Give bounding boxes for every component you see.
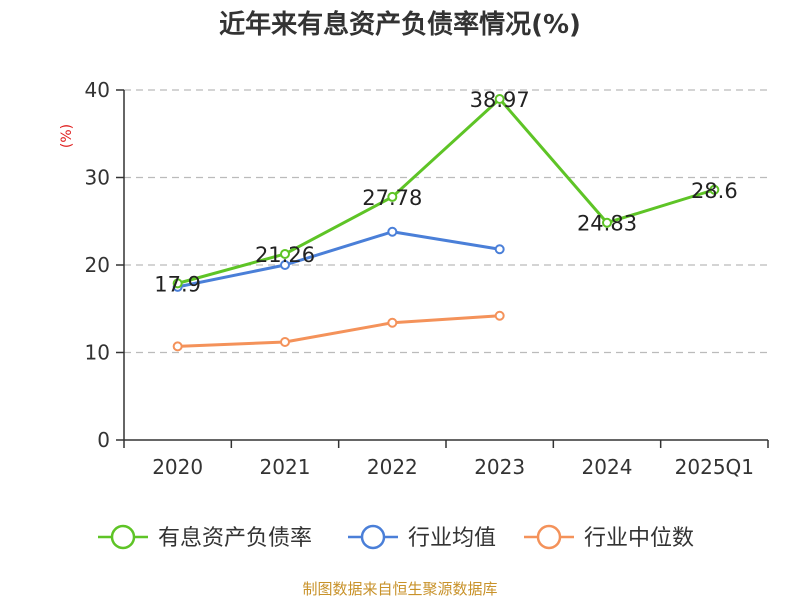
data-point-series-1 — [709, 184, 720, 195]
data-point-series-1 — [387, 191, 398, 202]
series-line-2 — [177, 230, 500, 289]
data-label: 17.9 — [154, 272, 201, 296]
data-label: 28.6 — [691, 179, 738, 203]
x-tick-label: 2024 — [582, 455, 633, 479]
legend-marker-1 — [110, 524, 136, 550]
legend-label-2: 行业均值 — [408, 526, 496, 551]
y-tick-label: 20 — [85, 253, 110, 277]
data-label: 27.78 — [362, 186, 422, 210]
chart-title: 近年来有息资产负债率情况(%) — [219, 10, 581, 40]
data-label: 21.26 — [255, 243, 315, 267]
data-point-series-2 — [494, 244, 505, 255]
data-source-note: 制图数据来自恒生聚源数据库 — [302, 580, 498, 598]
series-line-3 — [177, 314, 500, 348]
series-line-1 — [177, 97, 715, 285]
data-point-series-1 — [602, 217, 612, 228]
data-point-series-1 — [280, 248, 290, 259]
data-label: 38.97 — [470, 88, 530, 112]
legend-marker-3 — [536, 524, 562, 550]
x-tick-label: 2025Q1 — [675, 455, 754, 479]
x-tick-label: 2022 — [367, 455, 418, 479]
data-point-series-3 — [494, 310, 505, 321]
y-tick-label: 10 — [85, 341, 110, 365]
data-point-series-3 — [280, 337, 290, 347]
y-tick-label: 30 — [85, 166, 110, 190]
legend-marker-2 — [360, 524, 386, 550]
y-tick-label: 0 — [97, 428, 110, 452]
data-point-series-3 — [172, 341, 183, 352]
data-point-series-1 — [494, 94, 505, 105]
legend-label-1: 有息资产负债率 — [158, 526, 312, 551]
legend-label-3: 行业中位数 — [584, 526, 694, 551]
data-point-series-1 — [172, 278, 183, 289]
data-point-series-2 — [387, 226, 398, 237]
data-point-series-2 — [280, 260, 290, 270]
x-tick-label: 2023 — [474, 455, 525, 479]
data-label: 24.83 — [577, 212, 637, 236]
x-tick-label: 2021 — [260, 455, 311, 479]
x-tick-label: 2020 — [152, 455, 203, 479]
data-point-series-3 — [387, 317, 398, 328]
y-tick-label: 40 — [85, 78, 110, 102]
